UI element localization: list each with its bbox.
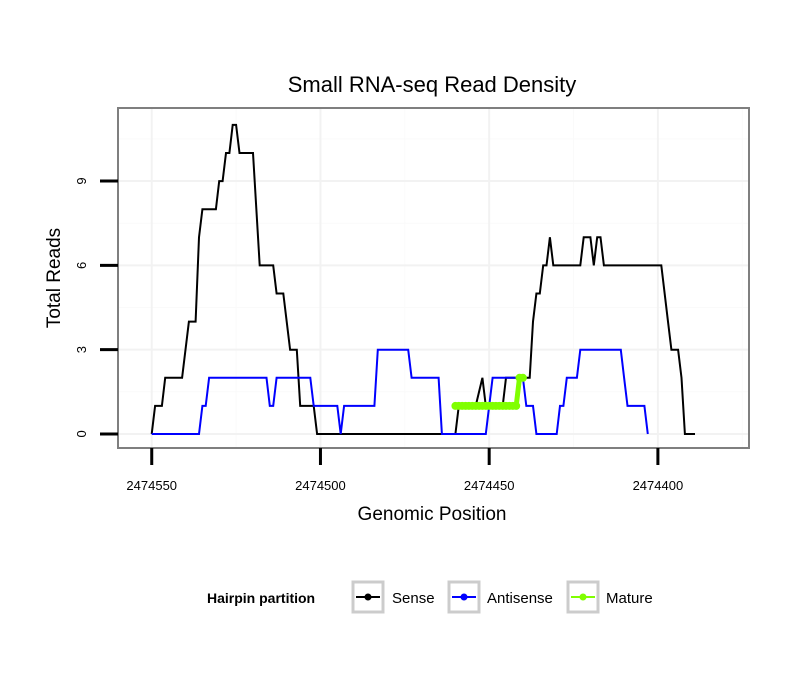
y-tick-label: 6	[74, 262, 89, 269]
legend-item-mature: Mature	[566, 580, 653, 614]
x-tick-label: 2474450	[464, 478, 515, 493]
legend: Hairpin partition Sense Antisense Mature	[207, 580, 653, 614]
x-tick-label: 2474500	[295, 478, 346, 493]
chart-title: Small RNA-seq Read Density	[288, 72, 577, 97]
x-axis-title: Genomic Position	[358, 504, 507, 525]
x-tick-label: 2474400	[633, 478, 684, 493]
x-axis: 2474550 2474500 2474450 2474400	[126, 448, 683, 493]
legend-item-antisense: Antisense	[447, 580, 553, 614]
series-line-sense	[150, 123, 695, 435]
y-tick-label: 0	[74, 430, 89, 437]
legend-title: Hairpin partition	[207, 590, 315, 606]
series-line-antisense	[151, 348, 649, 435]
legend-point-mature	[579, 593, 587, 601]
y-axis-title: Total Reads	[44, 228, 65, 328]
y-tick-label: 9	[74, 177, 89, 184]
legend-label-sense: Sense	[392, 590, 435, 607]
legend-label-mature: Mature	[606, 590, 653, 607]
grid-minor	[118, 108, 749, 448]
y-tick-label: 3	[74, 346, 89, 353]
legend-item-sense: Sense	[351, 580, 435, 614]
legend-label-antisense: Antisense	[487, 590, 553, 607]
y-axis: 0 3 6 9	[74, 177, 118, 438]
plot-panel	[118, 108, 749, 448]
series-layer	[150, 123, 695, 435]
data-point-mature	[512, 401, 521, 410]
data-point-mature	[518, 373, 527, 382]
legend-point-antisense	[460, 593, 468, 601]
legend-point-sense	[364, 593, 372, 601]
plot-border	[117, 107, 750, 449]
x-tick-label: 2474550	[126, 478, 177, 493]
